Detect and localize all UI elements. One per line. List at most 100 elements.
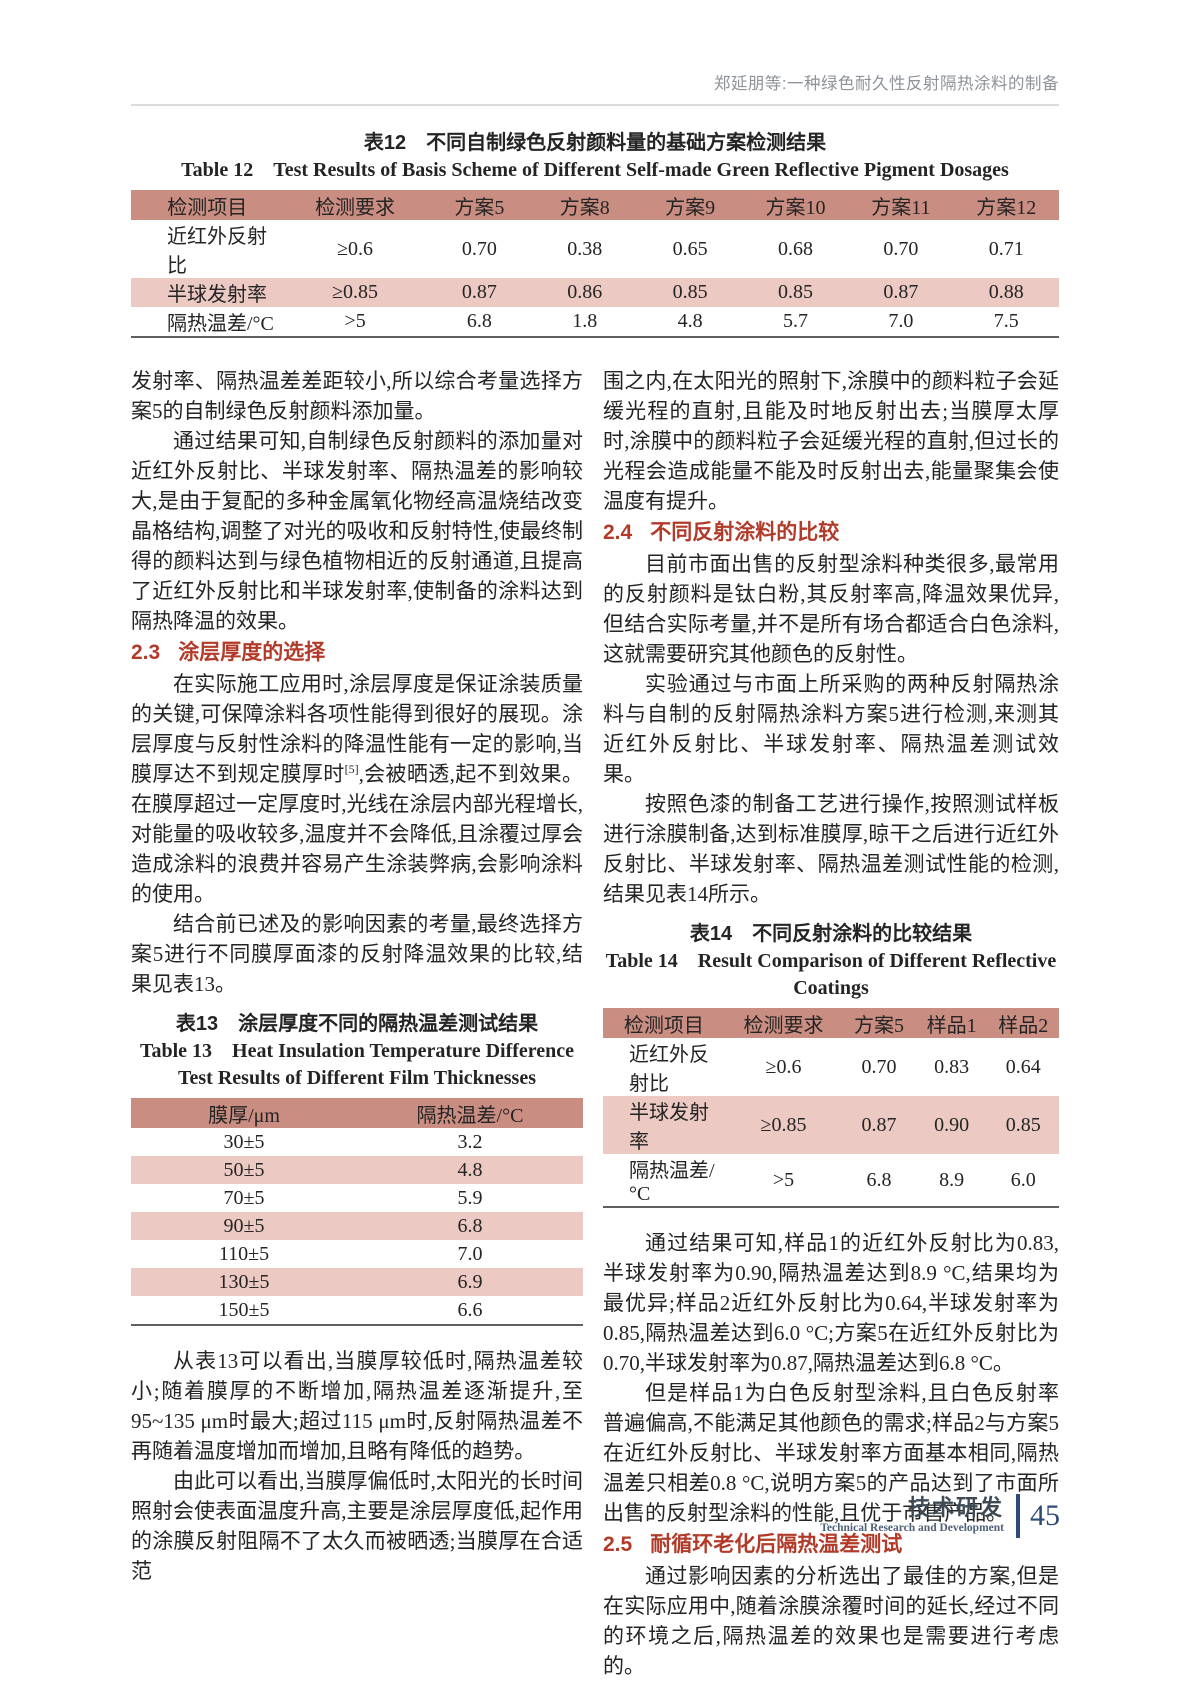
table-cell: 0.70	[883, 237, 919, 260]
left-column: 发射率、隔热温差差距较小,所以综合考量选择方案5的自制绿色反射颜料添加量。 通过…	[131, 366, 583, 1681]
table-cell: 7.0	[888, 310, 914, 332]
table13-title-en: Table 13 Heat Insulation Temperature Dif…	[139, 1040, 575, 1089]
table-row: 隔热温差/°C >5 6.8 1.8 4.8 5.7 7.0 7.5	[131, 307, 1059, 337]
page-footer: 技术研发 Technical Research and Development …	[820, 1494, 1060, 1538]
table-cell: 1.8	[572, 310, 598, 332]
table-cell: 近红外反射比	[167, 226, 267, 277]
table-cell: 0.90	[915, 1096, 988, 1154]
right-column: 围之内,在太阳光的照射下,涂膜中的颜料粒子会延缓光程的直射,且能及时地反射出去;…	[603, 366, 1059, 1681]
paragraph: 目前市面出售的反射型涂料种类很多,最常用的反射颜料是钛白粉,其反射率高,降温效果…	[603, 552, 1059, 666]
table-row: 110±5 7.0	[131, 1240, 583, 1268]
table-row: 50±5 4.8	[131, 1156, 583, 1184]
paragraph: 从表13可以看出,当膜厚较低时,隔热温差较小;随着膜厚的不断增加,隔热温差逐渐提…	[131, 1349, 583, 1463]
paragraph-continued: 围之内,在太阳光的照射下,涂膜中的颜料粒子会延缓光程的直射,且能及时地反射出去;…	[603, 369, 1059, 513]
column-header: 样品2	[987, 1008, 1059, 1038]
table-cell: 5.9	[457, 1186, 483, 1209]
column-header: 检测要求	[724, 1008, 843, 1038]
table-cell: 6.9	[357, 1268, 583, 1296]
paragraph: 通过影响因素的分析选出了最佳的方案,但是在实际应用中,随着涂膜涂覆时间的延长,经…	[603, 1564, 1059, 1678]
table-cell: >5	[772, 1168, 795, 1191]
footer-section-zh: 技术研发	[907, 1495, 1004, 1520]
section-heading-2-5: 2.5 耐循环老化后隔热温差测试	[603, 1529, 1059, 1560]
table-cell: 半球发射率	[603, 1096, 725, 1154]
table-cell: 隔热温差/°C	[167, 313, 274, 335]
column-header: 样品1	[915, 1008, 988, 1038]
table-cell: 0.83	[934, 1055, 970, 1078]
table-header-row: 检测项目 检测要求 方案5 样品1 样品2	[603, 1008, 1059, 1038]
header-divider	[131, 104, 1059, 106]
table13-title-zh: 表13 涂层厚度不同的隔热温差测试结果	[175, 1013, 539, 1035]
table-row: 150±5 6.6	[131, 1296, 583, 1325]
column-header: 隔热温差/°C	[357, 1098, 583, 1128]
table-cell: 6.8	[866, 1168, 892, 1191]
table-cell: 6.8	[466, 310, 492, 332]
table-row: 70±5 5.9	[131, 1184, 583, 1212]
paragraph: 按照色漆的制备工艺进行操作,按照测试样板进行涂膜制备,达到标准膜厚,晾干之后进行…	[603, 792, 1059, 906]
table-row: 近红外反射比 ≥0.6 0.70 0.38 0.65 0.68 0.70 0.71	[131, 220, 1059, 278]
table-cell: 90±5	[131, 1212, 357, 1240]
table-cell: 6.0	[1010, 1168, 1036, 1191]
table-header-row: 检测项目 检测要求 方案5 方案8 方案9 方案10 方案11 方案12	[131, 190, 1059, 220]
footer-divider-bar	[1016, 1494, 1020, 1538]
paragraph: 通过结果可知,自制绿色反射颜料的添加量对近红外反射比、半球发射率、隔热温差的影响…	[131, 429, 583, 633]
section-title: 不同反射涂料的比较	[650, 521, 840, 544]
table-cell: 0.38	[567, 237, 603, 260]
table-cell: 110±5	[218, 1242, 270, 1265]
table-cell: 半球发射率	[131, 278, 284, 307]
table12-title-en: Table 12 Test Results of Basis Scheme of…	[181, 159, 1009, 181]
table-cell: 7.5	[993, 310, 1019, 332]
paragraph: 通过结果可知,样品1的近红外反射比为0.83,半球发射率为0.90,隔热温差达到…	[603, 1231, 1059, 1375]
column-header: 检测项目	[603, 1008, 725, 1038]
section-number: 2.3	[131, 641, 161, 664]
table-row: 半球发射率 ≥0.85 0.87 0.90 0.85	[603, 1096, 1059, 1154]
table-cell: 0.88	[953, 278, 1059, 307]
table-cell: 6.6	[457, 1298, 483, 1321]
table-cell: 3.2	[457, 1130, 483, 1153]
page-number: 45	[1030, 1499, 1060, 1532]
table-row: 130±5 6.9	[131, 1268, 583, 1296]
table-13: 膜厚/μm 隔热温差/°C 30±5 3.2 50±5 4.8 70±5 5.9 90±5 6.8…	[131, 1098, 583, 1326]
table14-title-en: Table 14 Result Comparison of Different …	[605, 950, 1057, 999]
column-header: 方案8	[532, 190, 638, 220]
column-header: 方案9	[637, 190, 743, 220]
column-header: 检测项目	[131, 190, 284, 220]
paragraph: 在实际施工应用时,涂层厚度是保证涂装质量的关键,可保障涂料各项性能得到很好的展现…	[131, 669, 583, 909]
running-head: 郑延朋等:一种绿色耐久性反射隔热涂料的制备	[713, 75, 1059, 93]
table-cell: 4.8	[677, 310, 703, 332]
table-cell: 0.71	[988, 237, 1024, 260]
table-row: 隔热温差/°C >5 6.8 8.9 6.0	[603, 1154, 1059, 1207]
table-cell: 近红外反射比	[629, 1044, 709, 1095]
table-cell: 隔热温差/°C	[629, 1160, 715, 1205]
section-title: 耐循环老化后隔热温差测试	[650, 1533, 903, 1556]
table-cell: 0.68	[778, 237, 814, 260]
table-cell: 0.87	[842, 1096, 916, 1154]
table-cell: 0.65	[672, 237, 708, 260]
table-14: 检测项目 检测要求 方案5 样品1 样品2 近红外反射比 ≥0.6 0.70 0.83 0.64 半…	[603, 1008, 1059, 1208]
table-cell: 50±5	[131, 1156, 357, 1184]
table-cell: 5.7	[783, 310, 809, 332]
table-cell: 0.87	[848, 278, 954, 307]
column-header: 方案11	[848, 190, 954, 220]
column-header: 方案10	[742, 190, 849, 220]
column-header: 检测要求	[283, 190, 427, 220]
table-cell: 150±5	[218, 1298, 270, 1321]
table-cell: 70±5	[223, 1186, 265, 1209]
table-cell: ≥0.85	[724, 1096, 843, 1154]
table-cell: 0.86	[532, 278, 638, 307]
table12-title-zh: 表12 不同自制绿色反射颜料量的基础方案检测结果	[363, 132, 827, 154]
two-column-body: 发射率、隔热温差差距较小,所以综合考量选择方案5的自制绿色反射颜料添加量。 通过…	[131, 366, 1059, 1681]
section-heading-2-3: 2.3 涂层厚度的选择	[131, 637, 583, 668]
section-heading-2-4: 2.4 不同反射涂料的比较	[603, 517, 1059, 548]
paragraph: 由此可以看出,当膜厚偏低时,太阳光的长时间照射会使表面温度升高,主要是涂层厚度低…	[131, 1469, 583, 1583]
section-title: 涂层厚度的选择	[178, 641, 326, 664]
table-cell: 30±5	[223, 1130, 265, 1153]
table-cell: >5	[344, 310, 366, 332]
column-header: 方案5	[426, 190, 533, 220]
table-row: 90±5 6.8	[131, 1212, 583, 1240]
table-cell: 7.0	[457, 1242, 483, 1265]
paragraph: 但是样品1为白色反射型涂料,且白色反射率普遍偏高,不能满足其他颜色的需求;样品2…	[603, 1381, 1059, 1525]
table-cell: 0.70	[461, 237, 497, 260]
paragraph: 实验通过与市面上所采购的两种反射隔热涂料与自制的反射隔热涂料方案5进行检测,来测…	[603, 672, 1059, 786]
table-cell: 0.85	[637, 278, 743, 307]
